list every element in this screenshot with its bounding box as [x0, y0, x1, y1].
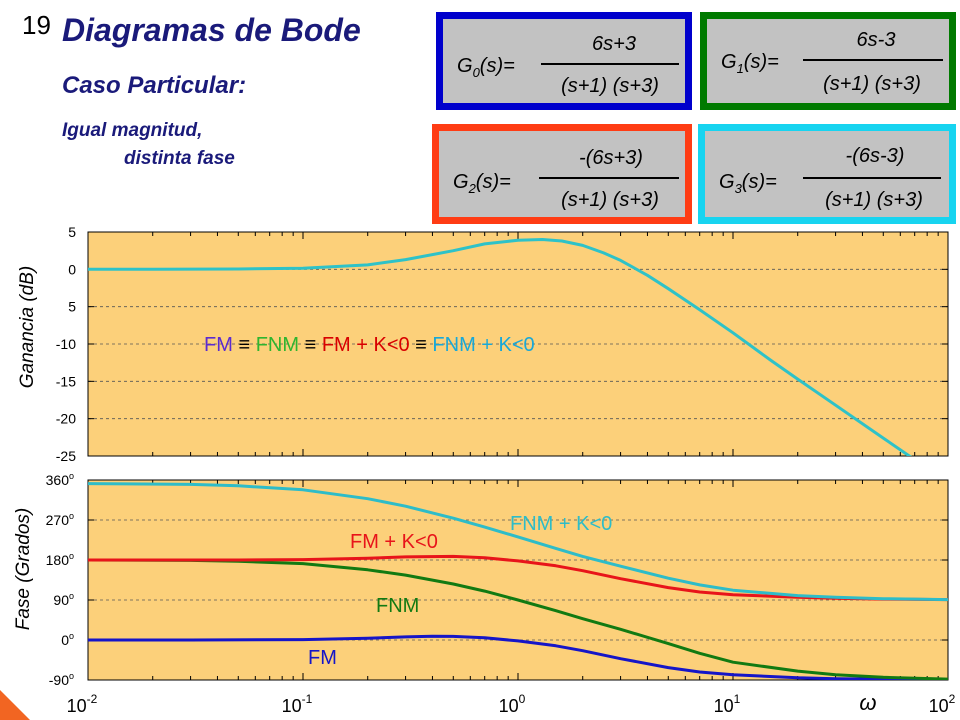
y-tick-label: -20 [56, 411, 76, 427]
x-tick-label: 10-2 [67, 692, 98, 716]
tf-subscript: 3 [734, 181, 742, 196]
tf-symbol: G [457, 55, 473, 77]
transfer-function-g1: G1(s)= 6s-3 (s+1) (s+3) [700, 12, 956, 110]
omega-symbol: ω [859, 690, 876, 715]
series-line-0 [88, 238, 912, 456]
tf-arg: (s)= [743, 51, 779, 73]
note-line-1: Igual magnitud, [62, 120, 203, 141]
series-line-fm-k-0 [88, 554, 948, 602]
y-tick-label: 5 [68, 299, 76, 315]
slide-title: Diagramas de Bode [62, 12, 361, 48]
transfer-function-g0: G0(s)= 6s+3 (s+1) (s+3) [436, 12, 692, 110]
plot-area [87, 479, 949, 681]
tf-lhs: G1(s)= [721, 51, 779, 76]
transfer-function-g2: G2(s)= -(6s+3) (s+1) (s+3) [432, 124, 692, 224]
tf-lhs: G3(s)= [719, 171, 777, 196]
y-tick-label: 0 [68, 261, 76, 277]
x-tick-label: 10-1 [282, 692, 313, 716]
y-tick-label: -90o [49, 671, 74, 688]
y-tick-label: -15 [56, 373, 76, 389]
series-label: FNM + K<0 [510, 513, 612, 535]
tf-denominator: (s+1) (s+3) [561, 75, 659, 97]
equivalence-annotation: FM ≡ FNM ≡ FM + K<0 ≡ FNM + K<0 [204, 334, 535, 356]
tf-numerator: 6s+3 [592, 33, 636, 55]
tf-arg: (s)= [479, 55, 515, 77]
y-tick-label: 360o [46, 471, 74, 488]
series-label: FNM [376, 595, 419, 617]
tf-subscript: 1 [736, 61, 744, 76]
fraction-bar [541, 63, 679, 65]
tf-symbol: G [721, 51, 737, 73]
tf-denominator: (s+1) (s+3) [561, 189, 659, 211]
y-tick-label: -10 [56, 336, 76, 352]
y-tick-label: 270o [46, 511, 74, 528]
series-label: FM [308, 647, 337, 669]
tf-arg: (s)= [475, 171, 511, 193]
series-label: FM + K<0 [350, 531, 438, 553]
note-line-2: distinta fase [124, 148, 235, 169]
transfer-function-g3: G3(s)= -(6s-3) (s+1) (s+3) [698, 124, 956, 224]
corner-decoration [0, 690, 30, 720]
tf-numerator: -(6s-3) [845, 145, 905, 167]
y-tick-label: 5 [68, 224, 76, 240]
tf-subscript: 2 [468, 181, 476, 196]
tf-arg: (s)= [741, 171, 777, 193]
y-tick-label: 180o [46, 551, 74, 568]
tf-numerator: 6s-3 [856, 29, 896, 51]
series-line-fm [88, 634, 948, 680]
x-tick-label: 101 [714, 692, 741, 716]
tf-numerator: -(6s+3) [579, 147, 643, 169]
x-tick-label: 102 [929, 692, 956, 716]
y-tick-label: 90o [53, 591, 74, 608]
slide-subtitle: Caso Particular: [62, 72, 247, 99]
tf-symbol: G [453, 171, 469, 193]
fraction-bar [803, 59, 943, 61]
tf-denominator: (s+1) (s+3) [825, 189, 923, 211]
x-tick-label: 100 [499, 692, 526, 716]
tf-symbol: G [719, 171, 735, 193]
y-tick-label: 0o [61, 631, 74, 648]
tf-lhs: G2(s)= [453, 171, 511, 196]
fraction-bar [803, 177, 941, 179]
series-line-fnm-k-0 [88, 482, 948, 602]
tf-denominator: (s+1) (s+3) [823, 73, 921, 95]
series-line-fnm [88, 558, 948, 680]
tf-lhs: G0(s)= [457, 55, 515, 80]
tf-subscript: 0 [472, 65, 480, 80]
y-tick-label: -25 [56, 448, 76, 464]
fraction-bar [539, 177, 679, 179]
slide-number: 19 [22, 10, 51, 40]
